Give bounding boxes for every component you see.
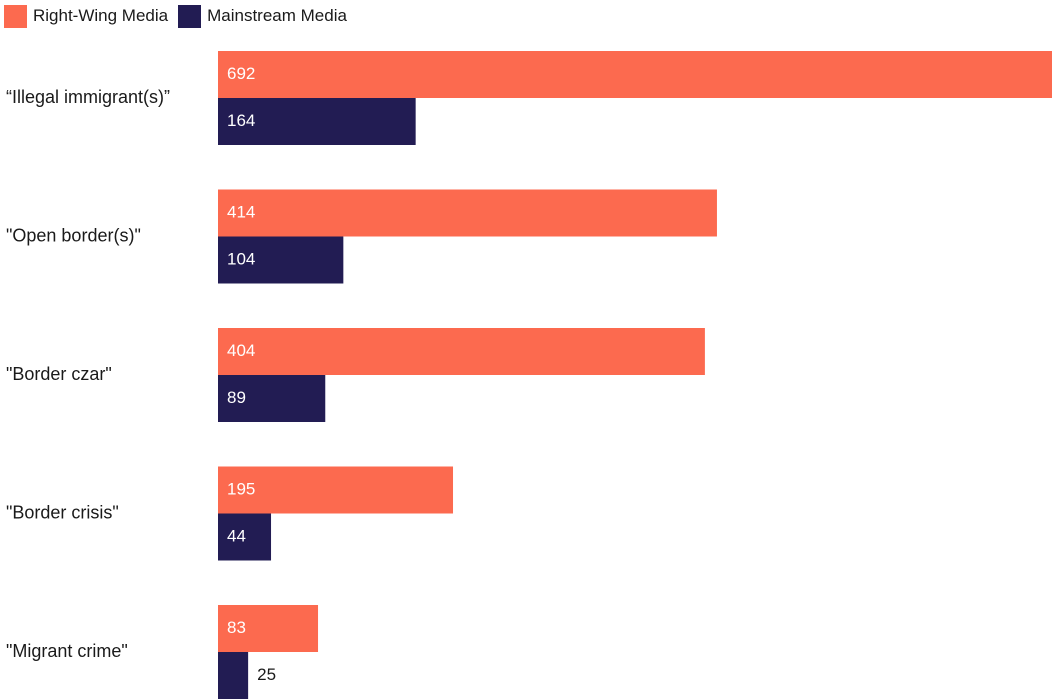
value-label-right-wing-media-border-crisis: 195 <box>227 479 255 498</box>
legend-label-right-wing-media: Right-Wing Media <box>33 6 169 25</box>
legend-item-right-wing-media: Right-Wing Media <box>4 4 169 28</box>
bar-right-wing-media-border-czar <box>218 328 705 375</box>
value-label-right-wing-media-migrant-crime: 83 <box>227 618 246 637</box>
value-label-right-wing-media-open-border-s: 414 <box>227 202 255 221</box>
chart-legend: Right-Wing Media Mainstream Media <box>4 4 357 28</box>
category-label-illegal-immigrant-s: “Illegal immigrant(s)” <box>6 87 170 107</box>
legend-item-mainstream-media: Mainstream Media <box>178 4 347 28</box>
category-label-border-czar: "Border czar" <box>6 364 112 384</box>
category-label-border-crisis: "Border crisis" <box>6 502 119 522</box>
value-label-mainstream-media-border-crisis: 44 <box>227 526 246 545</box>
value-label-right-wing-media-border-czar: 404 <box>227 341 255 360</box>
legend-swatch-right-wing-media <box>4 4 27 28</box>
bar-mainstream-media-open-border-s <box>218 236 344 284</box>
bar-mainstream-media-border-czar <box>218 375 326 422</box>
bar-right-wing-media-illegal-immigrant-s <box>218 51 1052 98</box>
bar-right-wing-media-open-border-s <box>218 189 717 237</box>
legend-label-mainstream-media: Mainstream Media <box>207 6 347 25</box>
bar-mainstream-media-border-crisis <box>218 513 272 561</box>
legend-swatch-mainstream-media <box>178 4 202 28</box>
bar-right-wing-media-migrant-crime <box>218 605 319 652</box>
category-label-open-border-s: "Open border(s)" <box>6 225 141 245</box>
value-label-mainstream-media-illegal-immigrant-s: 164 <box>227 111 255 130</box>
bar-mainstream-media-illegal-immigrant-s <box>218 98 416 145</box>
value-label-mainstream-media-open-border-s: 104 <box>227 249 255 268</box>
value-label-mainstream-media-migrant-crime: 25 <box>257 665 276 684</box>
bar-right-wing-media-border-crisis <box>218 466 454 514</box>
value-label-right-wing-media-illegal-immigrant-s: 692 <box>227 64 255 83</box>
bar-mainstream-media-migrant-crime <box>218 652 249 699</box>
category-label-migrant-crime: "Migrant crime" <box>6 641 128 661</box>
value-label-mainstream-media-border-czar: 89 <box>227 388 246 407</box>
